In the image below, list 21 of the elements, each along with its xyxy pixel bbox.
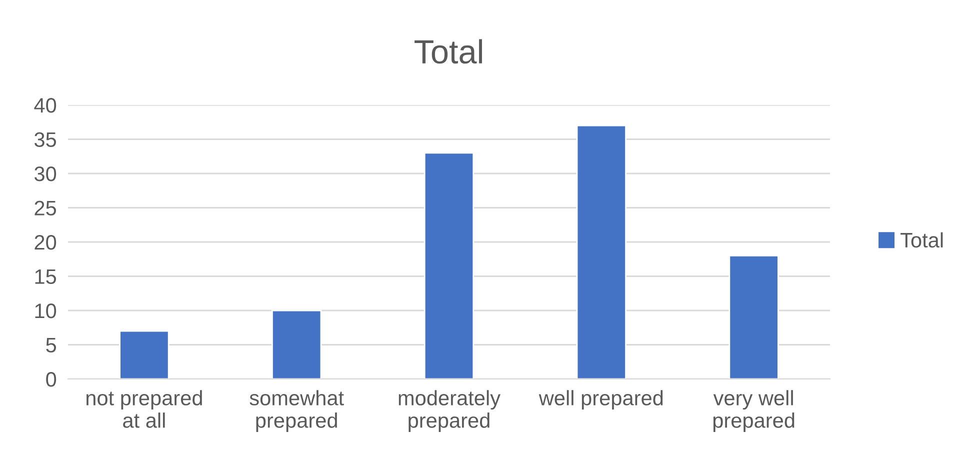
x-tick-label: not prepared at all xyxy=(86,390,202,428)
x-tick-label: well prepared xyxy=(538,390,663,410)
bar xyxy=(424,152,474,379)
bar xyxy=(272,310,322,379)
y-tick-label: 10 xyxy=(35,304,56,318)
y-tick-label: 40 xyxy=(34,98,56,113)
y-tick-label: 5 xyxy=(46,338,56,353)
bar xyxy=(576,124,626,379)
y-tick-label: 0 xyxy=(46,372,56,387)
y-tick-label: 20 xyxy=(34,235,56,250)
x-tick-label: moderately prepared xyxy=(398,390,500,432)
y-tick-label: 35 xyxy=(34,132,56,148)
y-tick-label: 25 xyxy=(34,200,56,216)
x-tick-label: very well prepared xyxy=(713,390,794,432)
chart-title: Total xyxy=(414,39,482,64)
y-tick-label: 15 xyxy=(35,269,56,284)
x-tick-label: somewhat prepared xyxy=(250,390,344,432)
legend-label: Total xyxy=(900,232,943,248)
bar xyxy=(119,330,170,379)
y-tick-label: 30 xyxy=(34,166,56,182)
bar xyxy=(728,255,779,379)
